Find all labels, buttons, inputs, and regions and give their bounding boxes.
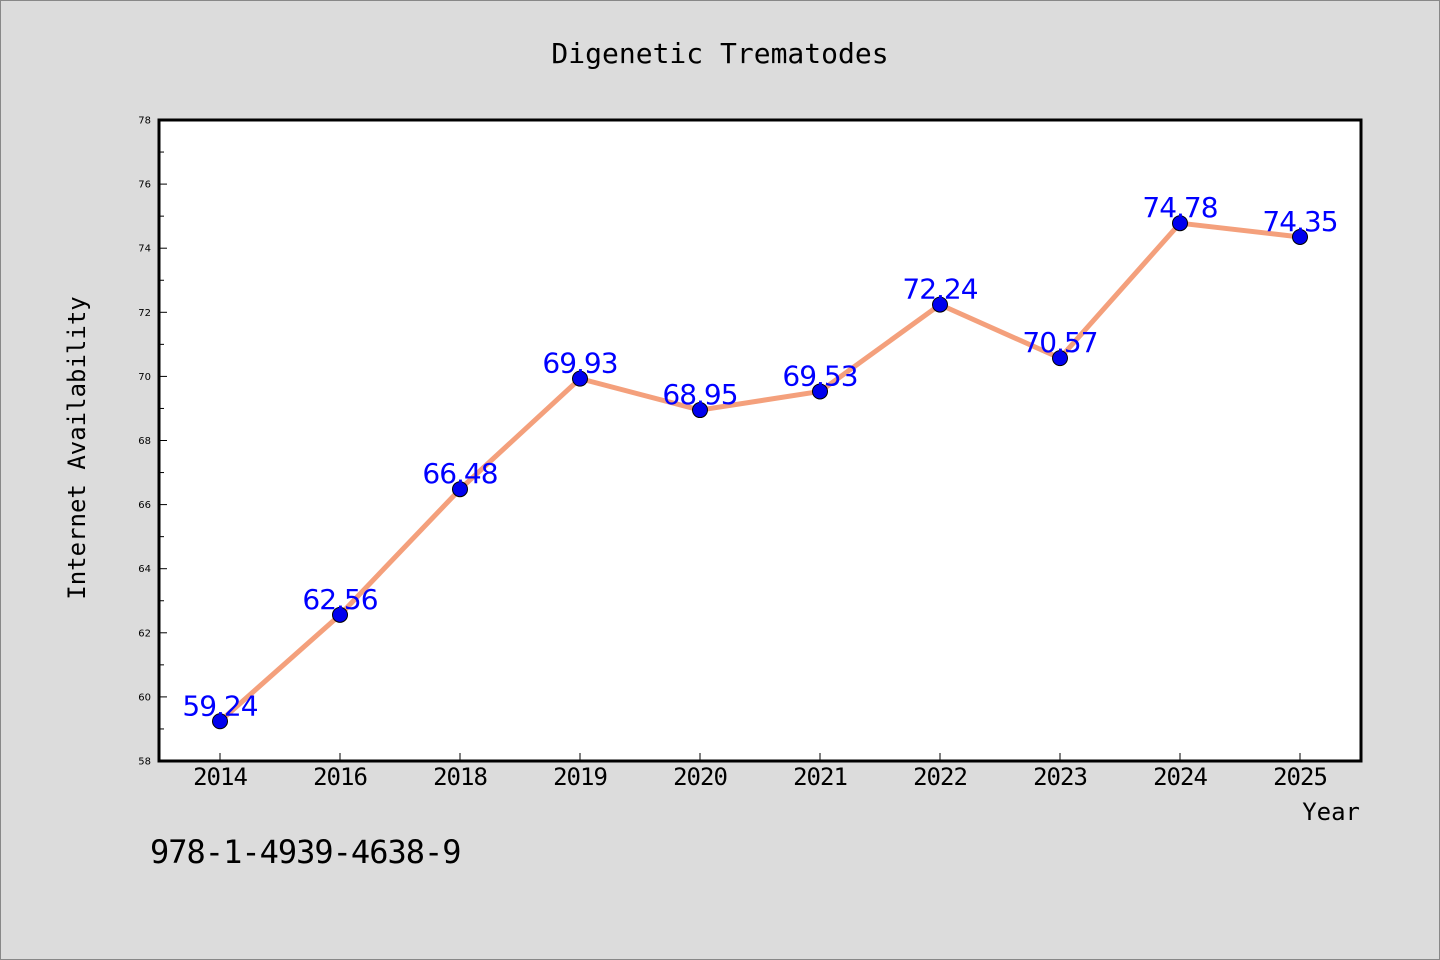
- data-point: [332, 606, 348, 623]
- series-layer: [212, 215, 1308, 730]
- x-axis-label: Year: [1302, 798, 1360, 826]
- data-label: 59.24: [182, 689, 257, 722]
- data-label: 66.48: [422, 457, 497, 490]
- y-tick-label: 74: [138, 244, 151, 255]
- plot-area: [157, 118, 1363, 763]
- data-label: 69.53: [782, 359, 857, 392]
- data-point: [692, 402, 708, 419]
- data-point: [1052, 350, 1068, 367]
- data-label: 74.35: [1262, 205, 1337, 238]
- x-tick-label: 2023: [1033, 763, 1087, 791]
- data-point: [1172, 215, 1188, 232]
- x-tick-label: 2025: [1273, 763, 1327, 791]
- y-axis-label: Internet Availability: [63, 296, 91, 599]
- data-label: 72.24: [902, 273, 977, 306]
- data-label: 70.57: [1022, 326, 1097, 359]
- x-tick-label: 2016: [313, 763, 367, 791]
- data-label: 68.95: [662, 378, 737, 411]
- data-point: [1292, 228, 1308, 245]
- y-tick-label: 66: [138, 500, 151, 511]
- data-label-layer: 59.24 62.56 66.48 69.93 68.95 69.53 72.24 70.57…: [182, 191, 1338, 722]
- y-tick-label: 68: [138, 436, 151, 447]
- data-label: 62.56: [302, 583, 377, 616]
- y-tick-label: 64: [138, 564, 151, 575]
- x-tick-label: 2020: [673, 763, 727, 791]
- x-tick-label: 2022: [913, 763, 967, 791]
- data-label: 69.93: [542, 347, 617, 380]
- y-tick-label: 76: [138, 180, 151, 191]
- y-tick-label: 62: [138, 628, 151, 639]
- x-tick-label: 2019: [553, 763, 607, 791]
- y-tick-label: 60: [138, 692, 151, 703]
- series-line: [218, 220, 1301, 724]
- data-label: 74.78: [1142, 191, 1217, 224]
- x-tick-label: 2018: [433, 763, 487, 791]
- data-point: [212, 713, 228, 730]
- data-point: [572, 370, 588, 387]
- data-point: [932, 296, 948, 313]
- y-tick-label: 72: [138, 308, 151, 319]
- chart-title: Digenetic Trematodes: [551, 37, 888, 70]
- data-point: [812, 383, 828, 400]
- y-axis: 58 60 62 64 66 68 70 72 74 76 78: [138, 116, 167, 768]
- x-axis: 2014 2016 2018 2019 2020 2021 2022 2023 2024 2025: [193, 753, 1328, 791]
- y-tick-label: 78: [138, 116, 151, 127]
- y-tick-label: 70: [138, 372, 151, 383]
- x-tick-label: 2021: [793, 763, 847, 791]
- x-tick-label: 2024: [1153, 763, 1207, 791]
- footer-code: 978-1-4939-4638-9: [150, 833, 462, 871]
- data-point: [452, 481, 468, 498]
- y-tick-label: 58: [138, 757, 151, 768]
- x-tick-label: 2014: [193, 763, 247, 791]
